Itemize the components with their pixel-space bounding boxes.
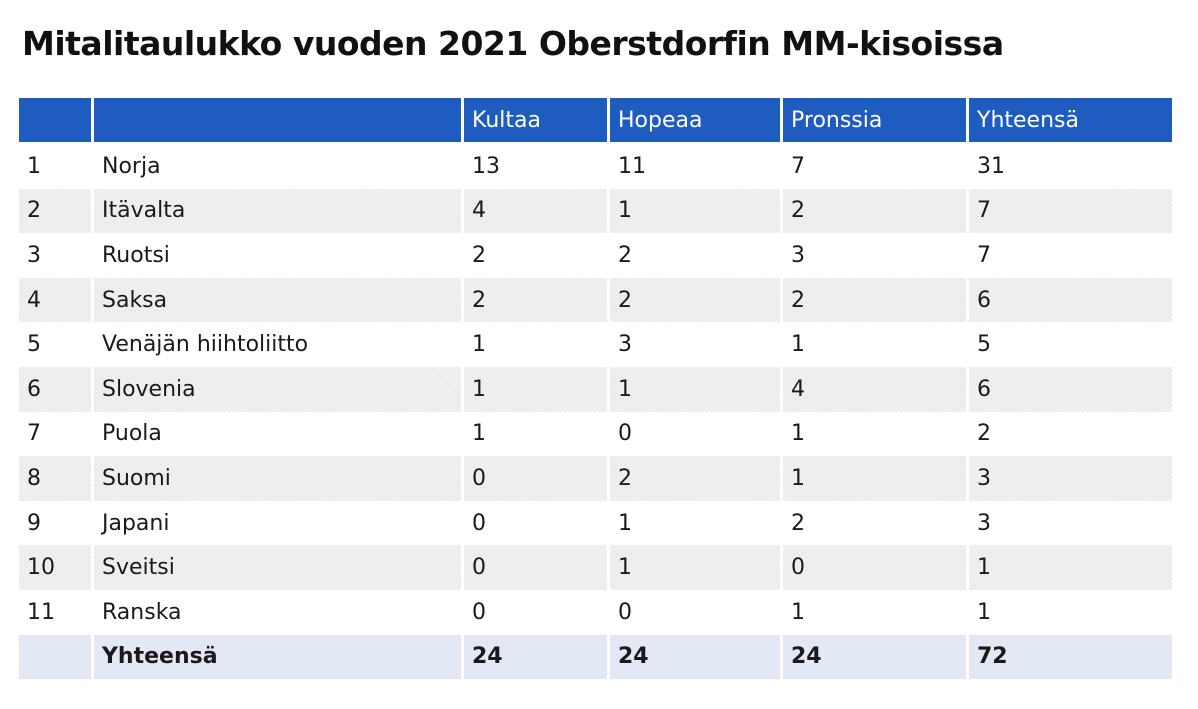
header-rank [19,98,91,144]
table-row: 9 Japani 0 1 2 3 [19,501,1172,546]
country-cell: Norja [102,153,161,179]
total-cell: 3 [977,510,991,536]
silver-cell: 0 [618,599,632,625]
page-title: Mitalitaulukko vuoden 2021 Oberstdorfin … [22,24,1004,63]
bronze-cell: 0 [783,545,966,590]
gold-cell: 13 [472,153,500,179]
table-row: 8 Suomi 0 2 1 3 [19,456,1172,501]
total-cell: 2 [977,421,991,447]
bronze-cell: 1 [791,332,805,358]
rank-cell: 3 [27,242,41,268]
table-row: 11 Ranska 0 0 1 1 [19,590,1172,635]
rank-cell: 6 [19,366,91,412]
total-total-cell: 72 [969,634,1172,679]
table-header: Kultaa Hopeaa Pronssia Yhteensä [19,98,1172,144]
table-row: 1 Norja 13 11 7 31 [19,144,1172,189]
rank-cell: 2 [19,188,91,234]
table-row: 2 Itävalta 4 1 2 7 [19,188,1172,234]
bronze-cell: 2 [783,277,966,323]
total-cell: 3 [969,456,1172,501]
table-row: 3 Ruotsi 2 2 3 7 [19,233,1172,278]
table-row: 6 Slovenia 1 1 4 6 [19,366,1172,412]
total-cell: 1 [969,545,1172,590]
header-total: Yhteensä [969,98,1172,144]
gold-cell: 2 [472,242,486,268]
gold-cell: 1 [464,366,607,412]
table-row: 10 Sveitsi 0 1 0 1 [19,545,1172,590]
gold-cell: 0 [472,510,486,536]
total-row: Yhteensä 24 24 24 72 [19,634,1172,679]
bronze-cell: 3 [791,242,805,268]
bronze-cell: 2 [783,188,966,234]
table-footer: Yhteensä 24 24 24 72 [19,634,1172,679]
silver-cell: 1 [618,510,632,536]
table-body: 1 Norja 13 11 7 31 2 Itävalta 4 1 2 7 3 Ruotsi 2 2 3 7 4 Sa… [19,144,1172,635]
rank-cell: 1 [27,153,41,179]
header-gold: Kultaa [464,98,607,144]
country-cell: Slovenia [94,366,461,412]
rank-cell: 4 [19,277,91,323]
country-cell: Ranska [102,599,182,625]
silver-cell: 1 [610,545,780,590]
header-silver: Hopeaa [610,98,780,144]
gold-cell: 1 [472,421,486,447]
gold-cell: 0 [472,599,486,625]
silver-cell: 3 [618,332,632,358]
silver-cell: 1 [610,188,780,234]
country-cell: Itävalta [94,188,461,234]
gold-cell: 1 [472,332,486,358]
gold-cell: 4 [464,188,607,234]
total-rank-cell [19,634,91,679]
total-cell: 7 [969,188,1172,234]
silver-cell: 11 [618,153,646,179]
gold-cell: 0 [464,456,607,501]
total-bronze-cell: 24 [783,634,966,679]
silver-cell: 2 [610,456,780,501]
rank-cell: 9 [27,510,41,536]
country-cell: Saksa [94,277,461,323]
total-cell: 6 [969,366,1172,412]
total-label-cell: Yhteensä [94,634,461,679]
total-cell: 7 [977,242,991,268]
country-cell: Sveitsi [94,545,461,590]
gold-cell: 2 [464,277,607,323]
rank-cell: 8 [19,456,91,501]
country-cell: Suomi [94,456,461,501]
silver-cell: 1 [610,366,780,412]
rank-cell: 5 [27,332,41,358]
total-cell: 1 [977,599,991,625]
table-row: 7 Puola 1 0 1 2 [19,412,1172,457]
header-bronze: Pronssia [783,98,966,144]
bronze-cell: 1 [791,599,805,625]
bronze-cell: 7 [791,153,805,179]
silver-cell: 2 [618,242,632,268]
total-gold-cell: 24 [464,634,607,679]
silver-cell: 2 [610,277,780,323]
rank-cell: 11 [27,599,55,625]
rank-cell: 7 [27,421,41,447]
silver-cell: 0 [618,421,632,447]
header-country [94,98,461,144]
total-cell: 31 [977,153,1005,179]
total-cell: 6 [969,277,1172,323]
bronze-cell: 1 [791,421,805,447]
gold-cell: 0 [464,545,607,590]
rank-cell: 10 [19,545,91,590]
country-cell: Puola [102,421,162,447]
country-cell: Japani [102,510,170,536]
total-cell: 5 [977,332,991,358]
bronze-cell: 1 [783,456,966,501]
total-silver-cell: 24 [610,634,780,679]
country-cell: Ruotsi [102,242,170,268]
bronze-cell: 2 [791,510,805,536]
table-row: 5 Venäjän hiihtoliitto 1 3 1 5 [19,322,1172,367]
country-cell: Venäjän hiihtoliitto [102,332,309,358]
bronze-cell: 4 [783,366,966,412]
medal-table: Kultaa Hopeaa Pronssia Yhteensä 1 Norja 13… [16,98,1175,679]
table-row: 4 Saksa 2 2 2 6 [19,277,1172,323]
header-row: Kultaa Hopeaa Pronssia Yhteensä [19,98,1172,144]
